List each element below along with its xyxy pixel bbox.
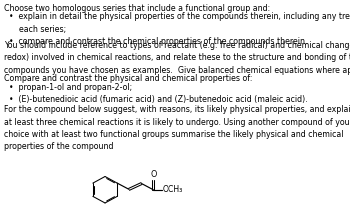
Text: Choose two homologous series that include a functional group and:: Choose two homologous series that includ… xyxy=(4,4,270,13)
Text: Compare and contrast the physical and chemical properties of:: Compare and contrast the physical and ch… xyxy=(4,74,252,83)
Text: O: O xyxy=(150,170,156,179)
Text: •  propan-1-ol and propan-2-ol;
•  (E)-butenedioic acid (fumaric acid) and (Z)-b: • propan-1-ol and propan-2-ol; • (E)-but… xyxy=(9,83,307,104)
Text: •  explain in detail the physical properties of the compounds therein, including: • explain in detail the physical propert… xyxy=(9,12,350,46)
Text: You should include reference to types of reactant (e.g. free radical) and chemic: You should include reference to types of… xyxy=(4,41,350,75)
Text: OCH₃: OCH₃ xyxy=(163,185,183,194)
Text: For the compound below suggest, with reasons, its likely physical properties, an: For the compound below suggest, with rea… xyxy=(4,105,350,151)
